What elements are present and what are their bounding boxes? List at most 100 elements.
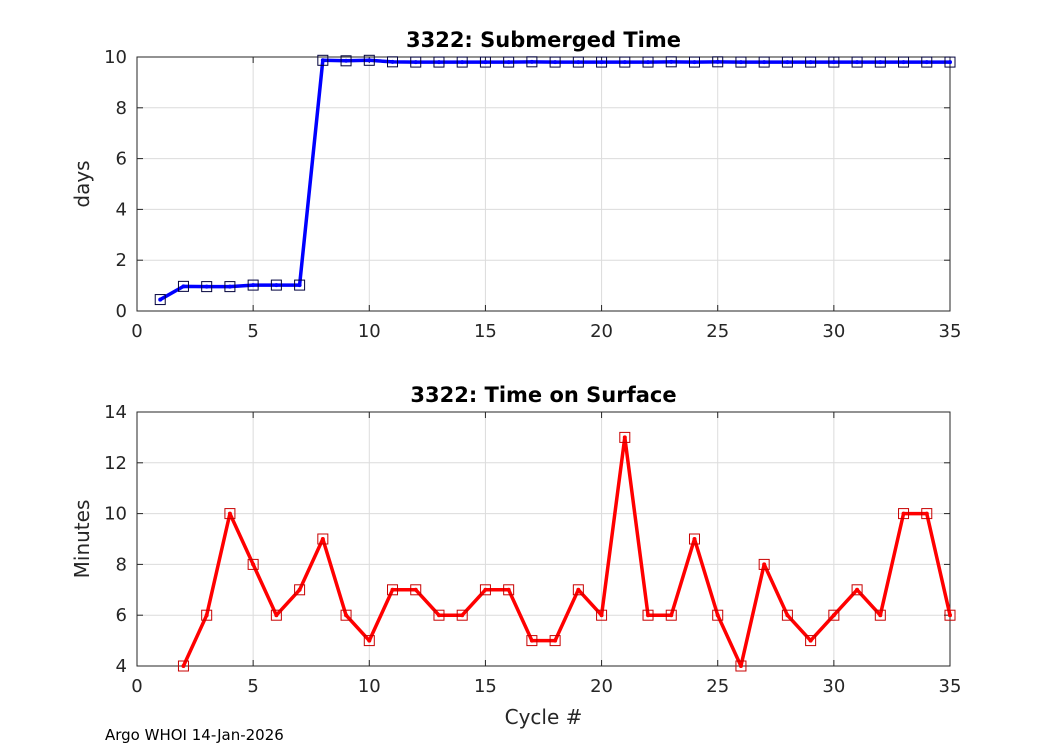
surface-data-point — [874, 609, 886, 621]
surface-data-point — [572, 584, 584, 596]
submerged-data-point — [874, 56, 886, 68]
submerged-data-dot — [506, 60, 511, 65]
submerged-data-dot — [483, 60, 488, 65]
surface-data-dot — [181, 664, 186, 668]
surface-data-dot — [367, 638, 372, 643]
submerged-data-dot — [344, 58, 349, 63]
submerged-data-dot — [181, 284, 186, 289]
surface-x-axis-label: Cycle # — [505, 705, 583, 729]
submerged-data-point — [805, 56, 817, 68]
submerged-y-tick-label: 4 — [116, 199, 127, 220]
submerged-time-plot: 0 5 10 15 20 25 30 35 0 2 4 6 8 10 3322: Submerged Tim… — [70, 28, 961, 342]
surface-data-dot — [576, 587, 581, 592]
submerged-data-point — [758, 56, 770, 68]
surface-data-point — [177, 660, 189, 672]
surface-data-point — [456, 609, 468, 621]
submerged-axes-frame — [136, 56, 951, 312]
surface-data-dot — [344, 613, 349, 618]
surface-data-dot — [413, 587, 418, 592]
surface-data-point — [735, 660, 747, 672]
submerged-data-dot — [878, 60, 883, 65]
submerged-x-tick-label: 20 — [590, 321, 613, 342]
submerged-data-point — [665, 56, 677, 68]
submerged-x-tick-label: 10 — [358, 321, 381, 342]
surface-data-point — [851, 584, 863, 596]
surface-data-dot — [274, 613, 279, 618]
surface-data-point — [549, 635, 561, 647]
surface-data-point — [758, 558, 770, 570]
surface-data-point — [596, 609, 608, 621]
submerged-data-dot — [227, 284, 232, 289]
submerged-data-point — [270, 279, 282, 291]
submerged-data-point — [433, 56, 445, 68]
submerged-data-dot — [553, 60, 558, 65]
surface-data-dot — [855, 587, 860, 592]
submerged-data-dot — [924, 60, 929, 65]
surface-data-dot — [599, 613, 604, 618]
submerged-data-point — [340, 55, 352, 67]
surface-data-point — [805, 635, 817, 647]
surface-data-point — [410, 584, 422, 596]
submerged-data-point — [317, 54, 329, 66]
submerged-data-point — [688, 56, 700, 68]
surface-data-point — [921, 508, 933, 520]
surface-data-point — [387, 584, 399, 596]
surface-data-dot — [436, 613, 441, 618]
submerged-data-point — [642, 56, 654, 68]
surface-data-dot — [227, 511, 232, 516]
submerged-data-point — [735, 56, 747, 68]
submerged-title: 3322: Submerged Time — [406, 28, 681, 52]
submerged-data-dot — [158, 297, 163, 302]
surface-data-point — [201, 609, 213, 621]
submerged-data-dot — [808, 60, 813, 65]
surface-data-point — [619, 431, 631, 443]
surface-data-dot — [785, 613, 790, 618]
submerged-data-point — [456, 56, 468, 68]
surface-x-tick-label: 35 — [939, 676, 962, 697]
footer-credit: Argo WHOI 14-Jan-2026 — [105, 726, 284, 744]
submerged-data-dot — [715, 59, 720, 64]
surface-data-dot — [808, 638, 813, 643]
surface-y-tick-label: 6 — [116, 605, 127, 626]
surface-x-tick-label: 30 — [822, 676, 845, 697]
surface-data-dot — [483, 587, 488, 592]
submerged-x-tick-label: 35 — [939, 321, 962, 342]
surface-data-point — [828, 609, 840, 621]
surface-data-point — [642, 609, 654, 621]
submerged-x-tick-label: 30 — [822, 321, 845, 342]
surface-data-point — [526, 635, 538, 647]
surface-data-dot — [622, 435, 627, 440]
submerged-data-dot — [251, 283, 256, 288]
submerged-data-dot — [576, 60, 581, 65]
submerged-data-dot — [692, 60, 697, 65]
surface-data-dot — [715, 613, 720, 618]
submerged-data-dot — [785, 60, 790, 65]
surface-data-dot — [646, 613, 651, 618]
surface-data-dot — [320, 537, 325, 541]
submerged-data-point — [387, 56, 399, 68]
surface-y-tick-label: 10 — [104, 504, 127, 525]
submerged-data-point — [410, 56, 422, 68]
surface-data-dot — [460, 613, 465, 618]
surface-data-point — [247, 558, 259, 570]
surface-data-point — [944, 609, 956, 621]
submerged-data-dot — [669, 59, 674, 64]
surface-data-dot — [390, 587, 395, 592]
submerged-data-point — [781, 56, 793, 68]
surface-data-dot — [669, 613, 674, 618]
surface-data-point — [503, 584, 515, 596]
submerged-data-point — [363, 54, 375, 66]
submerged-data-dot — [948, 60, 952, 65]
surface-data-dot — [924, 511, 929, 516]
surface-data-point — [294, 584, 306, 596]
submerged-data-dot — [297, 283, 302, 288]
surface-data-point — [270, 609, 282, 621]
submerged-data-point — [572, 56, 584, 68]
submerged-y-tick-label: 2 — [116, 250, 127, 271]
submerged-data-dot — [367, 58, 372, 63]
submerged-data-point — [851, 56, 863, 68]
surface-data-point — [781, 609, 793, 621]
surface-data-dot — [251, 562, 256, 567]
submerged-data-point — [294, 279, 306, 291]
submerged-data-dot — [738, 60, 743, 65]
